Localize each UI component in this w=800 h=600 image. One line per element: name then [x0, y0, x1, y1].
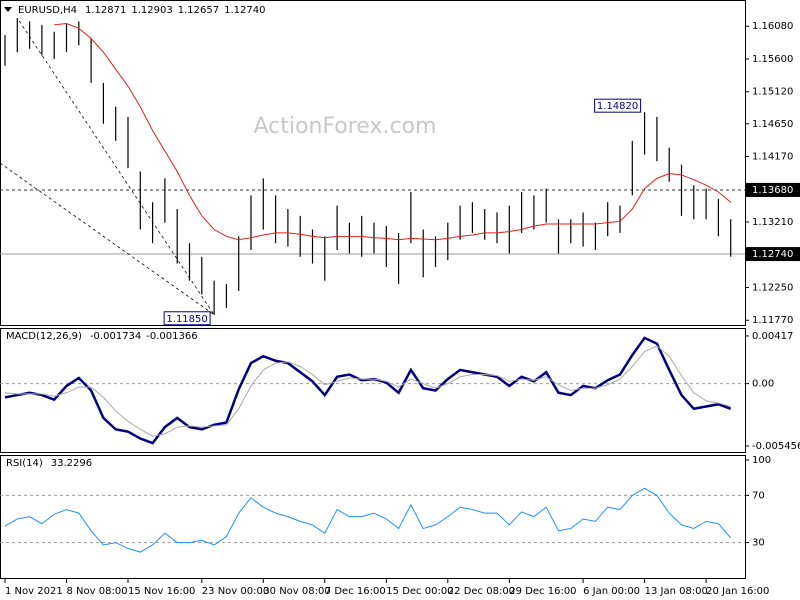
y-tick-label: 0.00: [752, 379, 774, 390]
annotation-box: [163, 311, 211, 326]
x-tick-label: 13 Jan 08:00: [645, 586, 708, 597]
moving-average: [54, 22, 732, 241]
readout: -0.001366: [146, 331, 197, 342]
y-tick-label: 1.14170: [752, 152, 793, 163]
y-tick-label: 30: [752, 538, 765, 549]
x-tick-label: 15 Dec 00:00: [386, 586, 453, 597]
y-tick-label: 1.15600: [752, 54, 793, 65]
menu-arrow: [4, 7, 12, 12]
level-tag: [745, 247, 800, 262]
panel-title: MACD(12,26,9): [6, 331, 82, 342]
signal-line: [4, 345, 731, 437]
annotation-label: 1.11850: [166, 314, 207, 325]
x-tick-label: 30 Nov 08:00: [263, 586, 330, 597]
readout: 1.12740: [224, 5, 265, 16]
x-tick-label: 7 Dec 16:00: [325, 586, 386, 597]
y-tick-label: 1.13210: [752, 217, 793, 228]
readout: 1.12903: [131, 5, 172, 16]
panel-title: EURUSD,H4: [18, 5, 77, 16]
price-frame: [0, 0, 746, 326]
x-tick-label: 29 Dec 16:00: [509, 586, 576, 597]
y-tick-label: 0.00417: [752, 331, 793, 342]
x-tick-label: 20 Jan 16:00: [706, 586, 769, 597]
annotation-label: 1.14820: [597, 101, 638, 112]
x-tick-label: 6 Jan 00:00: [583, 586, 640, 597]
readout: -0.001734: [90, 331, 141, 342]
y-tick-label: 1.11770: [752, 315, 793, 326]
level-label: 1.12740: [752, 249, 793, 260]
x-tick-label: 22 Dec 08:00: [448, 586, 515, 597]
x-tick-label: 1 Nov 2021: [5, 586, 63, 597]
readout: 1.12657: [178, 5, 219, 16]
y-tick-label: 1.16080: [752, 21, 793, 32]
level-tag: [745, 182, 800, 197]
y-tick-label: -0.005456: [752, 441, 800, 452]
y-tick-label: 1.15120: [752, 87, 793, 98]
rsi-frame: [0, 455, 746, 579]
x-tick-label: 23 Nov 00:00: [202, 586, 269, 597]
annotation-box: [594, 98, 642, 113]
watermark: ActionForex.com: [254, 114, 437, 139]
macd-frame: [0, 328, 746, 453]
y-tick-label: 1.14650: [752, 119, 793, 130]
macd-line: [4, 336, 732, 445]
y-tick-label: 100: [752, 455, 771, 466]
trend-line: [0, 17, 215, 316]
level-label: 1.13680: [752, 185, 793, 196]
readout: 1.12871: [85, 5, 126, 16]
y-tick-label: 70: [752, 490, 765, 501]
readout: 33.2296: [51, 458, 92, 469]
panel-title: RSI(14): [6, 458, 43, 469]
x-tick-label: 15 Nov 16:00: [128, 586, 195, 597]
y-tick-label: 1.12250: [752, 282, 793, 293]
rsi-line: [4, 487, 732, 553]
x-tick-label: 8 Nov 08:00: [67, 586, 128, 597]
